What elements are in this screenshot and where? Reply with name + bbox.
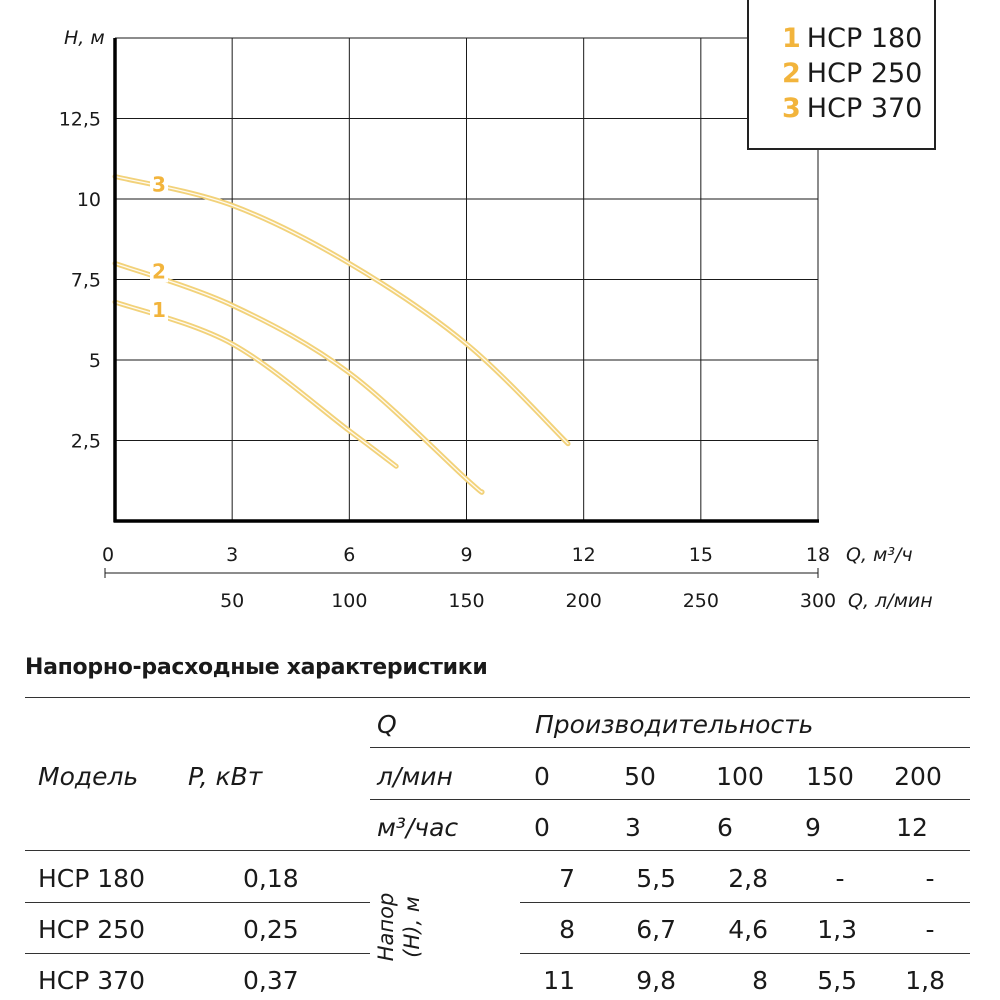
head-value: 1,3: [817, 915, 857, 944]
legend-item-3: 3 HCP 370: [782, 94, 922, 124]
head-value: 11: [543, 966, 575, 995]
series-line-core: [114, 175, 569, 445]
lmin-value: 100: [716, 762, 764, 791]
lmin-value: 200: [894, 762, 942, 791]
series-label-bg: [150, 174, 168, 196]
x2-tick-label: 200: [566, 590, 602, 612]
head-value: 5,5: [817, 966, 857, 995]
model-name: HCP 250: [38, 915, 145, 944]
y-tick-label: 2,5: [71, 431, 101, 453]
series-2: 2: [112, 259, 485, 495]
table-rule: [25, 902, 370, 903]
x-tick-label: 0: [102, 544, 114, 566]
head-value: 4,6: [728, 915, 768, 944]
chart-legend: 1 HCP 180 2 HCP 250 3 HCP 370: [747, 0, 936, 150]
series-line-core: [114, 262, 483, 493]
x-axis-label: Q, м³/ч: [846, 544, 913, 566]
legend-item-2: 2 HCP 250: [782, 59, 922, 89]
header-q: Q: [377, 710, 397, 739]
legend-label: HCP 370: [806, 93, 923, 124]
x2-tick-label: 50: [220, 590, 244, 612]
legend-label: HCP 250: [806, 58, 923, 89]
legend-num: 2: [782, 58, 801, 89]
series-line: [112, 174, 571, 447]
x-tick-label: 9: [460, 544, 472, 566]
series-1: 1: [112, 298, 399, 469]
series-label-bg: [150, 300, 168, 322]
head-value: -: [835, 864, 845, 893]
head-value: 8: [559, 915, 575, 944]
model-power: 0,25: [243, 915, 299, 944]
series-label-bg: [150, 261, 168, 283]
y-axis-label: H, м: [64, 27, 105, 49]
table-rule: [25, 697, 970, 698]
chart-grid: [115, 37, 819, 521]
head-value: 9,8: [636, 966, 676, 995]
x-tick-label: 18: [806, 544, 830, 566]
y-tick-label: 5: [89, 350, 101, 372]
lmin-value: 50: [624, 762, 656, 791]
series-line: [112, 299, 399, 469]
chart-series: 1 2 3: [112, 172, 571, 495]
header-model: Модель: [38, 762, 139, 791]
lmin-value: 150: [806, 762, 854, 791]
x2-tick-label: 150: [448, 590, 484, 612]
legend-num: 3: [782, 93, 801, 124]
head-value: -: [925, 915, 935, 944]
chart-axes: [104, 38, 819, 578]
legend-label: HCP 180: [806, 23, 923, 54]
table-rule: [520, 953, 970, 954]
x-tick-label: 15: [689, 544, 713, 566]
head-value: 8: [752, 966, 768, 995]
m3h-value: 3: [625, 813, 641, 842]
table-rule: [25, 850, 970, 851]
series-number-label: 1: [152, 298, 166, 322]
series-number-label: 2: [152, 259, 166, 283]
table-rule: [520, 902, 970, 903]
head-value: 2,8: [728, 864, 768, 893]
y-tick-label: 10: [77, 189, 101, 211]
lmin-value: 0: [534, 762, 550, 791]
head-label: Напор (H), м: [374, 892, 424, 962]
m3h-value: 6: [717, 813, 733, 842]
model-name: HCP 370: [38, 966, 145, 995]
head-value: 7: [559, 864, 575, 893]
x-tick-label: 12: [572, 544, 596, 566]
model-power: 0,37: [243, 966, 299, 995]
head-value: -: [925, 864, 935, 893]
series-line-core: [114, 301, 397, 467]
header-performance: Производительность: [535, 710, 814, 739]
model-power: 0,18: [243, 864, 299, 893]
legend-item-1: 1 HCP 180: [782, 24, 922, 54]
head-value: 1,8: [905, 966, 945, 995]
y-tick-label: 7,5: [71, 270, 101, 292]
model-name: HCP 180: [38, 864, 145, 893]
series-3: 3: [112, 172, 571, 447]
series-number-label: 3: [152, 172, 166, 196]
y-tick-label: 12,5: [59, 109, 101, 131]
m3h-value: 0: [534, 813, 550, 842]
table-rule: [25, 953, 370, 954]
x2-tick-label: 250: [683, 590, 719, 612]
table-title: Напорно-расходные характеристики: [25, 655, 488, 680]
head-value: 5,5: [636, 864, 676, 893]
row-label-m3h: м³/час: [377, 813, 459, 842]
series-line: [112, 260, 485, 495]
x-tick-label: 3: [226, 544, 238, 566]
table-rule: [370, 747, 970, 748]
header-power: P, кВт: [188, 762, 263, 791]
x2-tick-label: 100: [331, 590, 367, 612]
head-value: 6,7: [636, 915, 676, 944]
legend-num: 1: [782, 23, 801, 54]
row-label-lmin: л/мин: [377, 762, 453, 791]
m3h-value: 9: [805, 813, 821, 842]
m3h-value: 12: [896, 813, 928, 842]
table-rule: [370, 799, 970, 800]
x2-axis-label: Q, л/мин: [848, 590, 933, 612]
x-tick-label: 6: [343, 544, 355, 566]
x2-tick-label: 300: [800, 590, 836, 612]
